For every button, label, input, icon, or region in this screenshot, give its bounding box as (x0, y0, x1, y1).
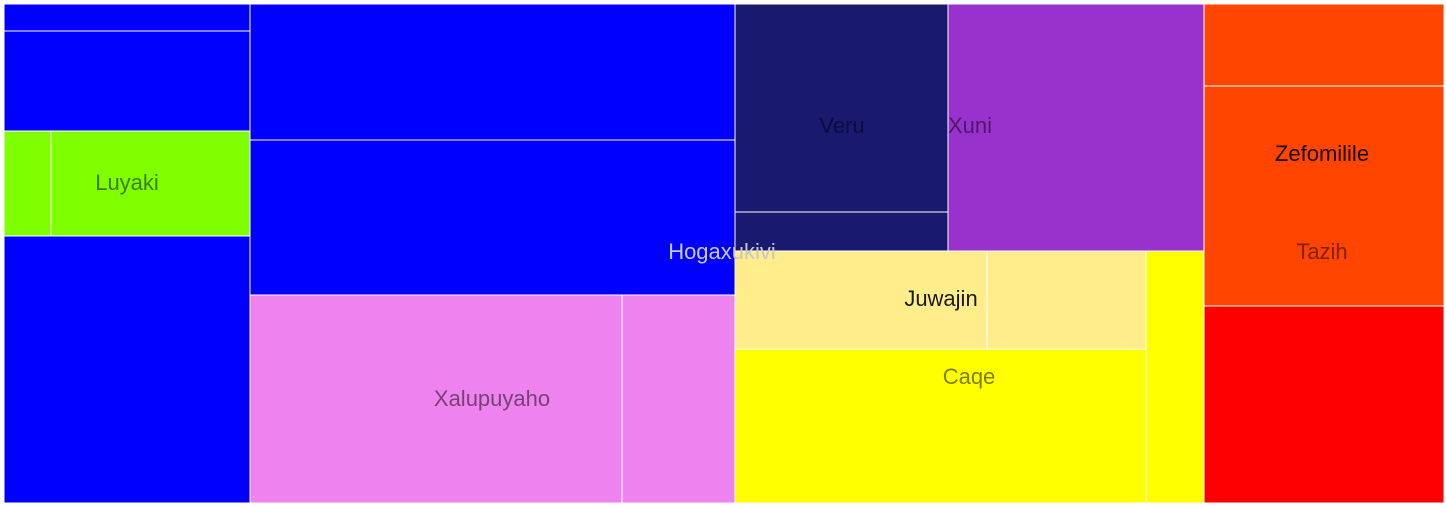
tile-xalupuyaho-1 (249, 294, 623, 504)
tile-caqe-2 (1145, 250, 1205, 504)
tile-unlabeled-0-3 (3, 235, 251, 504)
tile-label-caqe: Caqe (943, 364, 996, 389)
tile-label-luyaki: Luyaki (95, 170, 159, 195)
tile-tazih-2 (1203, 305, 1445, 504)
tile-label-xalupuyaho: Xalupuyaho (434, 386, 550, 411)
tile-tazih-1 (1203, 85, 1445, 307)
tile-label-hogaxukivi: Hogaxukivi (668, 239, 776, 264)
tile-zefomilile-1 (1203, 3, 1445, 87)
tile-veru-1 (734, 3, 949, 213)
tile-xuni-1 (947, 3, 1205, 252)
tile-juwajin-1 (734, 250, 988, 350)
tile-juwajin-2 (986, 250, 1147, 350)
tile-group-tazih (1203, 85, 1445, 504)
tile-luyaki-2 (50, 130, 251, 237)
tile-label-veru: Veru (819, 113, 864, 138)
tile-unlabeled-0-1 (3, 3, 251, 32)
tile-label-juwajin: Juwajin (904, 286, 977, 311)
tile-group-luyaki (3, 130, 251, 237)
tile-group-xuni (947, 3, 1205, 252)
tile-unlabeled-0-2 (3, 30, 251, 132)
tile-veru-2 (734, 211, 949, 252)
tile-group-zefomilile (1203, 3, 1445, 87)
tile-group-unlabeled-0 (3, 3, 251, 504)
tile-label-zefomilile: Zefomilile (1275, 141, 1369, 166)
tile-group-hogaxukivi (249, 3, 736, 296)
tile-label-xuni: Xuni (948, 113, 992, 138)
tile-group-caqe (734, 250, 1205, 504)
tile-xalupuyaho-2 (621, 294, 736, 504)
tile-label-tazih: Tazih (1296, 239, 1347, 264)
tile-group-veru (734, 3, 949, 252)
tile-caqe-1 (734, 348, 1147, 504)
tile-group-xalupuyaho (249, 294, 736, 504)
tile-hogaxukivi-1 (249, 3, 736, 141)
tile-luyaki-1 (3, 130, 52, 237)
tile-hogaxukivi-2 (249, 139, 736, 296)
